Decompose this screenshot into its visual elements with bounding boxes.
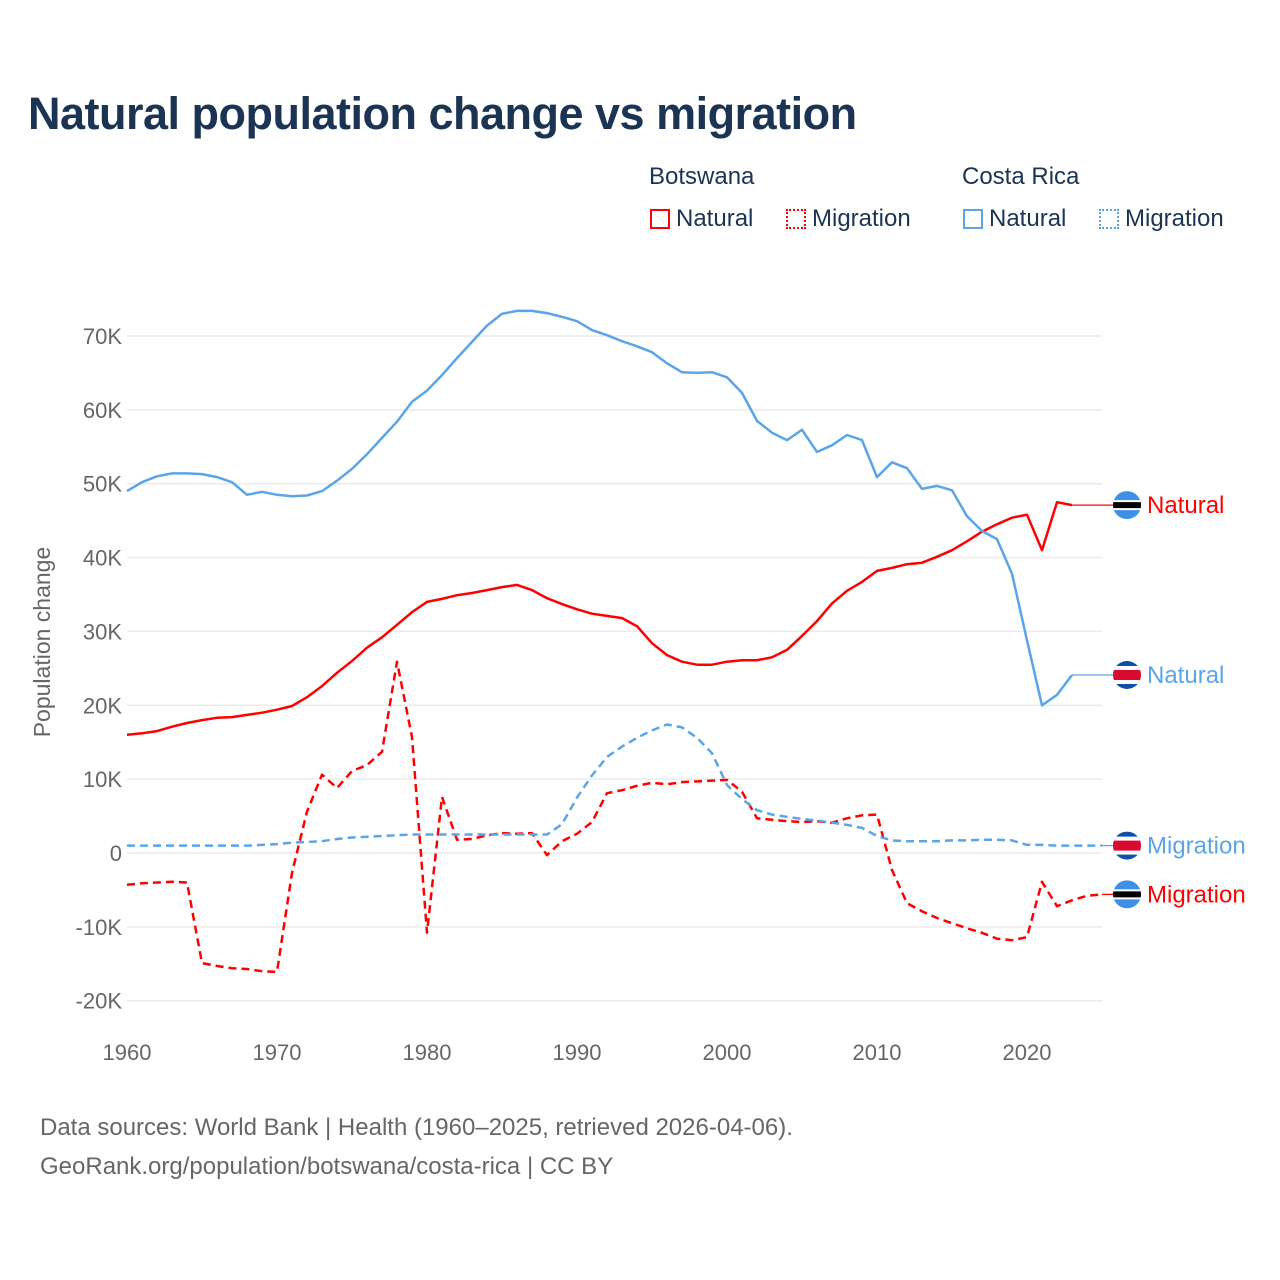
- y-tick-label: 40K: [83, 546, 122, 571]
- y-tick-label: 0: [110, 841, 122, 866]
- legend-botswana-migration[interactable]: Migration: [786, 205, 911, 233]
- legend-swatch-dotted: [786, 209, 806, 229]
- x-tick-label: 1970: [253, 1040, 302, 1065]
- series-end-label: Migration: [1147, 881, 1246, 908]
- series-line-costa-rica-natural[interactable]: [126, 309, 1073, 707]
- footer: Data sources: World Bank | Health (1960–…: [40, 1108, 793, 1186]
- costa-rica-flag-icon: [1113, 660, 1141, 689]
- data-source-text: Data sources: World Bank | Health (1960–…: [40, 1114, 793, 1141]
- legend-label: Migration: [812, 205, 911, 232]
- y-tick-label: -10K: [76, 915, 123, 940]
- botswana-flag-icon: [1113, 491, 1141, 520]
- series-end-label: Migration: [1147, 833, 1246, 860]
- legend-swatch-dotted: [1099, 209, 1119, 229]
- legend-group-botswana: Botswana: [649, 163, 755, 190]
- chart-title: Natural population change vs migration: [28, 88, 857, 139]
- legend-botswana-natural[interactable]: Natural: [650, 205, 753, 233]
- x-tick-label: 1960: [103, 1040, 152, 1065]
- y-tick-label: 50K: [83, 472, 122, 497]
- y-tick-label: 30K: [83, 619, 122, 644]
- y-tick-label: 20K: [83, 693, 122, 718]
- series-end-label: Natural: [1147, 492, 1224, 519]
- series-line-costa-rica-migration[interactable]: [127, 723, 1102, 847]
- costa-rica-flag-icon: [1113, 831, 1141, 860]
- legend-costa-rica-migration[interactable]: Migration: [1099, 205, 1224, 233]
- source-link[interactable]: GeoRank.org/population/botswana/costa-ri…: [40, 1153, 614, 1180]
- legend-costa-rica-natural[interactable]: Natural: [963, 205, 1066, 233]
- x-tick-label: 2020: [1003, 1040, 1052, 1065]
- botswana-flag-icon: [1113, 880, 1141, 909]
- y-tick-label: 70K: [83, 324, 122, 349]
- x-tick-label: 2010: [853, 1040, 902, 1065]
- x-tick-label: 2000: [703, 1040, 752, 1065]
- x-tick-label: 1980: [403, 1040, 452, 1065]
- legend-swatch-solid: [650, 209, 670, 229]
- y-tick-label: 60K: [83, 398, 122, 423]
- series-end-label: Natural: [1147, 662, 1224, 689]
- series-line-botswana-natural[interactable]: [126, 500, 1073, 737]
- series-line-botswana-migration[interactable]: [126, 660, 1103, 974]
- y-tick-label: 10K: [83, 767, 122, 792]
- legend-swatch-solid: [963, 209, 983, 229]
- y-axis-label: Population change: [29, 547, 55, 738]
- x-tick-label: 1990: [553, 1040, 602, 1065]
- legend-label: Natural: [989, 205, 1067, 232]
- legend-group-costa-rica: Costa Rica: [962, 163, 1080, 190]
- legend-label: Migration: [1125, 205, 1224, 232]
- y-tick-label: -20K: [76, 989, 123, 1014]
- legend-label: Natural: [676, 205, 754, 232]
